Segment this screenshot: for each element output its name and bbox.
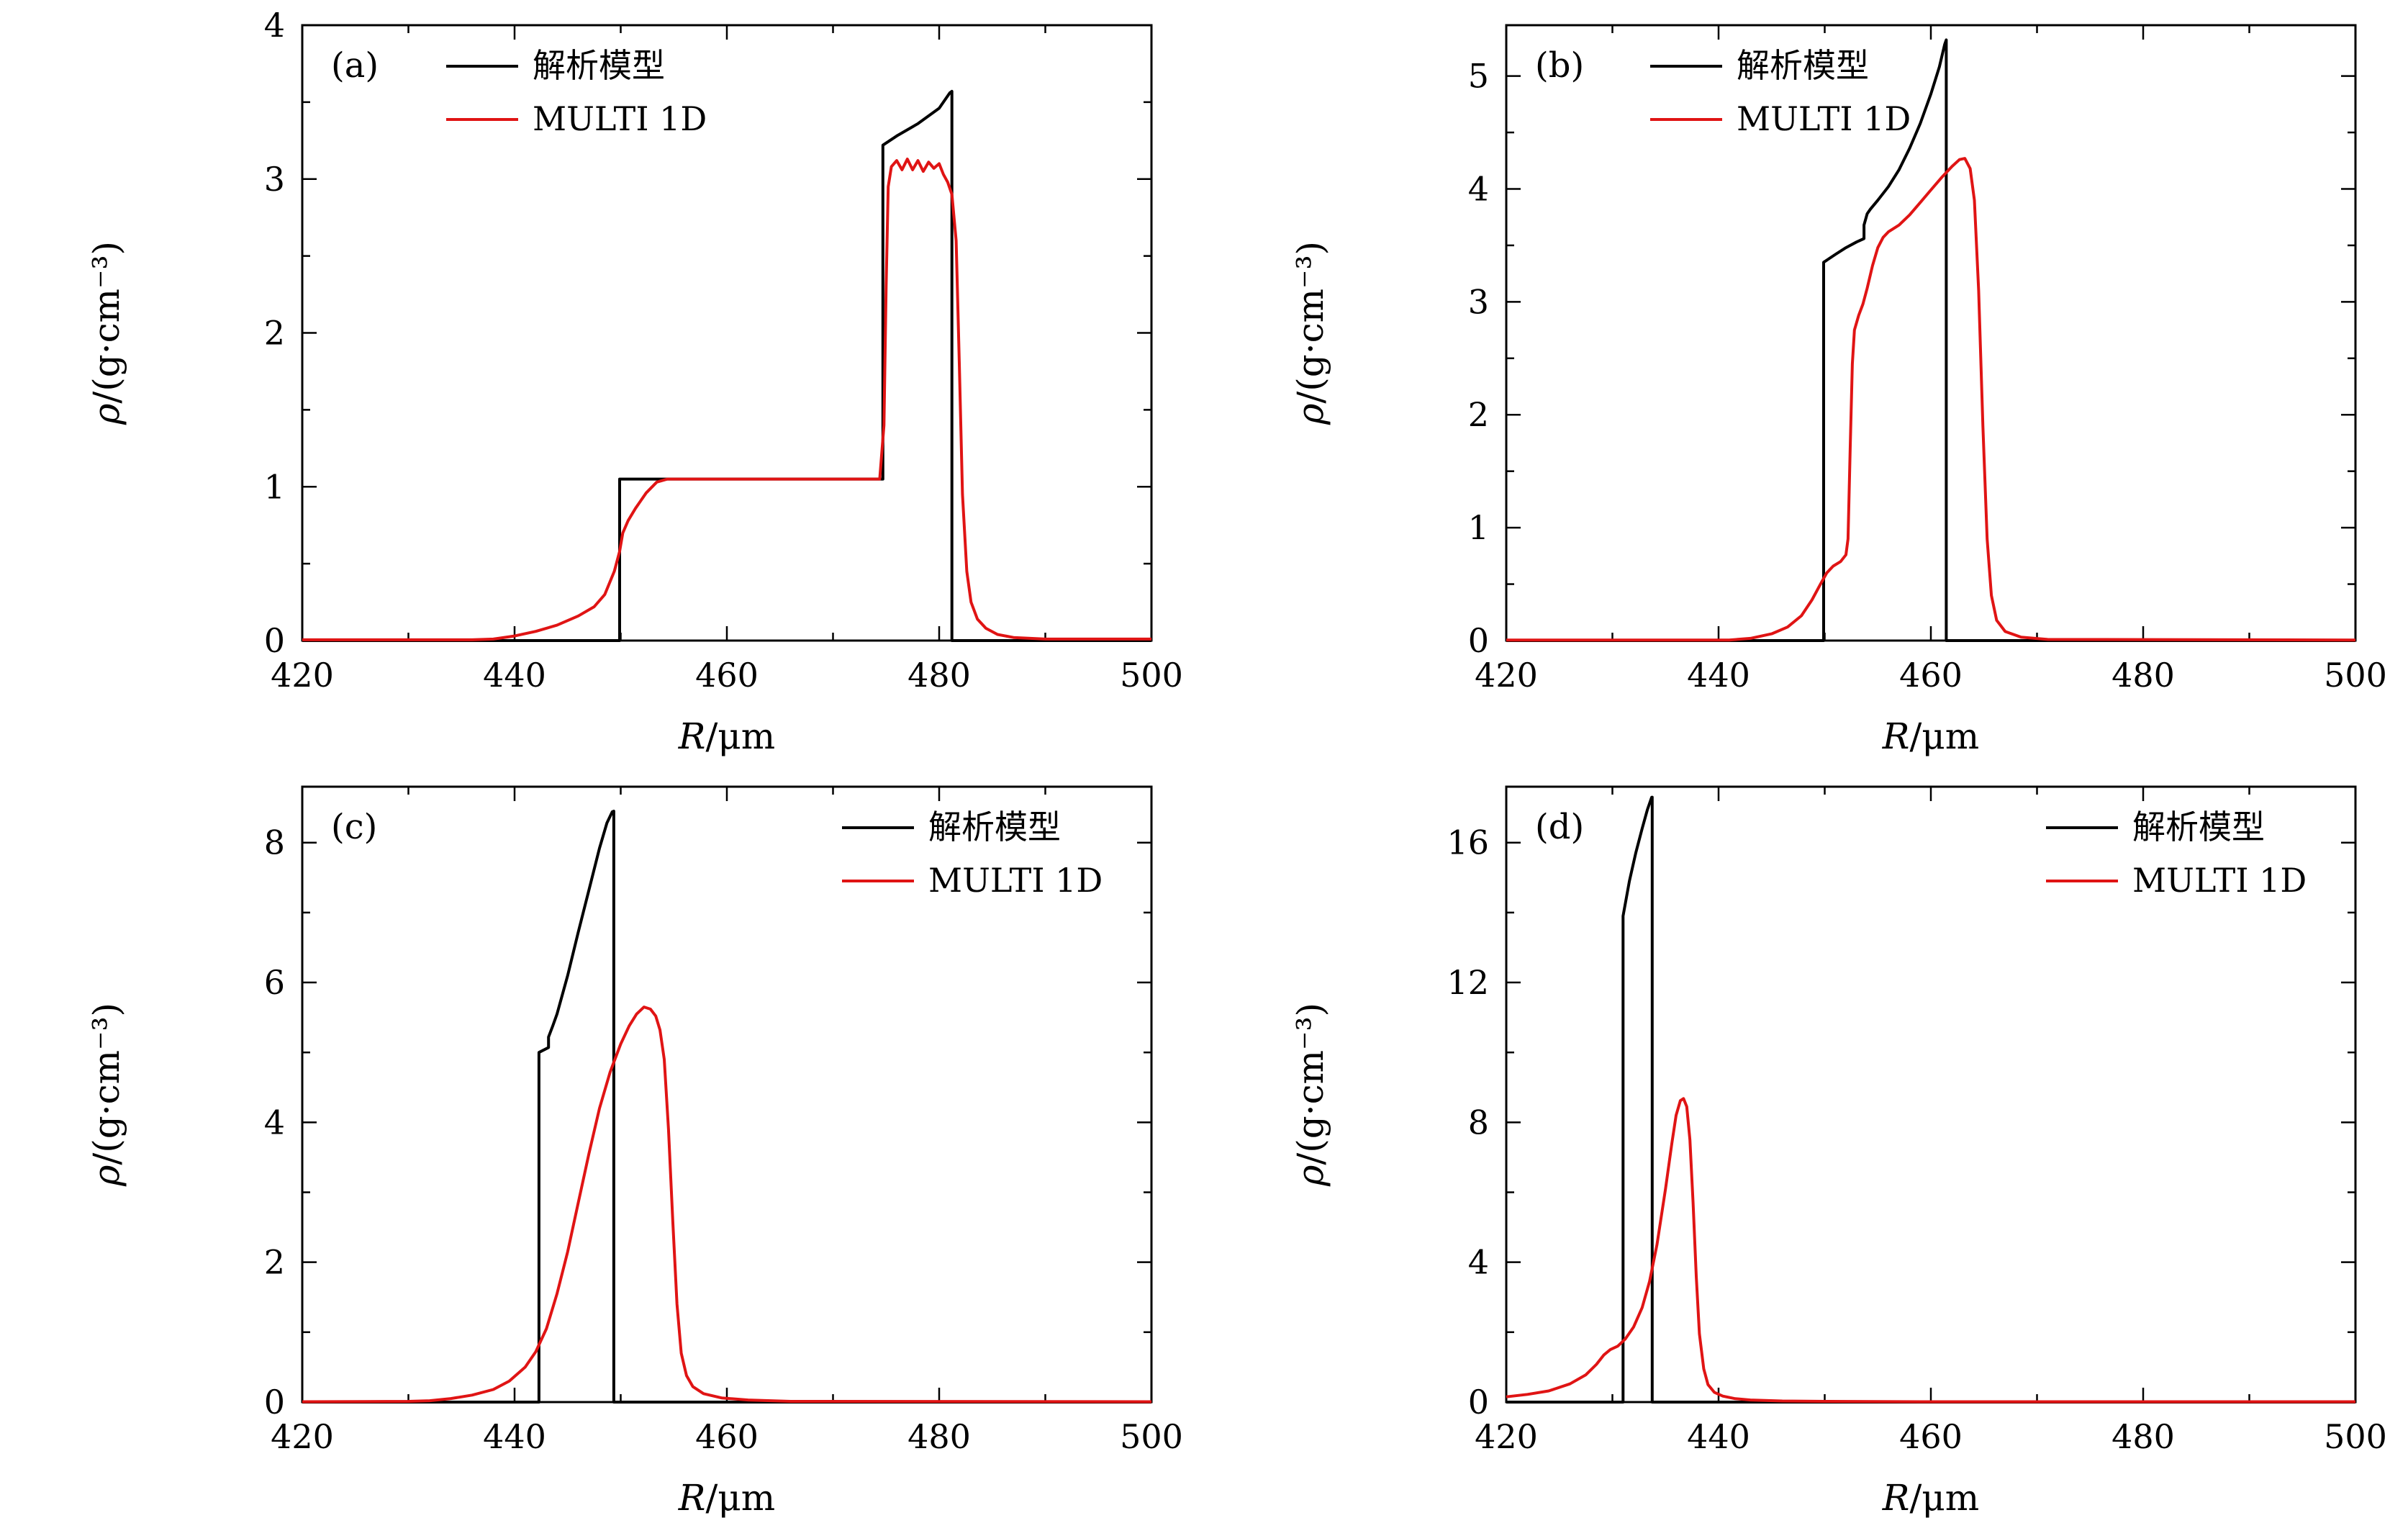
x-tick-label: 440 [483, 656, 546, 695]
x-tick-label: 420 [1475, 1417, 1538, 1456]
legend-label-multi-1d: MULTI 1D [928, 861, 1103, 900]
y-tick-label: 0 [264, 621, 285, 660]
y-axis-label: ρ/(g·cm⁻³) [1290, 1003, 1331, 1187]
x-tick-label: 440 [1687, 656, 1750, 695]
curve-analytic-model [302, 810, 1151, 1404]
y-axis-label: ρ/(g·cm⁻³) [86, 241, 127, 425]
x-axis-label: R/μm [678, 715, 775, 757]
panel-a-chart: 420 440 460 480 500 0 1 2 3 4 R/μm ρ/(g·cm⁻³) (a) 解析模… [0, 0, 1204, 762]
y-tick-label: 1 [264, 467, 285, 506]
y-tick-label: 3 [1468, 282, 1489, 321]
panel-label: (a) [331, 45, 379, 86]
x-axis-label: R/μm [1882, 1477, 1979, 1519]
panel-label: (c) [331, 807, 377, 847]
y-tick-label: 0 [264, 1383, 285, 1422]
panel-b: 420 440 460 480 500 0 1 2 3 4 5 R/μm ρ/(g·cm⁻³) (b) 解析… [1204, 0, 2408, 762]
curve-multi-1d [1506, 1097, 2355, 1404]
curve-multi-1d [302, 1005, 1152, 1404]
y-tick-label: 8 [1468, 1103, 1489, 1142]
y-tick-label: 4 [1468, 1243, 1489, 1282]
axis-frame [301, 24, 1153, 642]
panel-c: 420 440 460 480 500 0 2 4 6 8 R/μm ρ/(g·cm⁻³) (c) 解析模… [0, 762, 1204, 1523]
y-tick-label: 3 [264, 160, 285, 199]
x-tick-label: 500 [2324, 1417, 2387, 1456]
y-tick-label: 2 [264, 1243, 285, 1282]
x-tick-label: 440 [483, 1417, 546, 1456]
x-tick-label: 480 [907, 656, 971, 695]
x-axis-label: R/μm [678, 1477, 775, 1519]
x-tick-label: 500 [1120, 1417, 1183, 1456]
y-tick-label: 12 [1447, 963, 1489, 1002]
curve-multi-1d [1506, 157, 2356, 642]
legend-label-multi-1d: MULTI 1D [1737, 99, 1911, 138]
y-tick-label: 4 [264, 6, 285, 45]
y-tick-label: 2 [1468, 395, 1489, 434]
x-tick-label: 480 [2111, 1417, 2175, 1456]
y-tick-label: 6 [264, 963, 285, 1002]
x-tick-label: 480 [2111, 656, 2175, 695]
legend-label-multi-1d: MULTI 1D [2132, 861, 2307, 900]
x-tick-label: 500 [1120, 656, 1183, 695]
panel-d: 420 440 460 480 500 0 4 8 12 16 R/μm ρ/(g·cm⁻³) (d) 解… [1204, 762, 2408, 1523]
y-tick-label: 0 [1468, 621, 1489, 660]
y-tick-label: 2 [264, 314, 285, 353]
curve-analytic-model [1506, 38, 2355, 642]
y-tick-label: 0 [1468, 1383, 1489, 1422]
x-tick-label: 460 [695, 656, 759, 695]
legend-label-analytic: 解析模型 [928, 808, 1061, 846]
y-tick-label: 5 [1468, 57, 1489, 96]
legend-label-multi-1d: MULTI 1D [533, 99, 707, 138]
y-axis-label: ρ/(g·cm⁻³) [1290, 241, 1331, 425]
y-axis-label: ρ/(g·cm⁻³) [86, 1003, 127, 1187]
x-tick-label: 460 [1899, 656, 1963, 695]
axis-frame [1505, 24, 2357, 642]
x-tick-label: 480 [907, 1417, 971, 1456]
panel-label: (d) [1535, 807, 1584, 847]
panel-c-chart: 420 440 460 480 500 0 2 4 6 8 R/μm ρ/(g·cm⁻³) (c) 解析模… [0, 762, 1204, 1523]
x-tick-label: 440 [1687, 1417, 1750, 1456]
panel-a: 420 440 460 480 500 0 1 2 3 4 R/μm ρ/(g·cm⁻³) (a) 解析模… [0, 0, 1204, 762]
x-tick-label: 500 [2324, 656, 2387, 695]
x-tick-label: 460 [695, 1417, 759, 1456]
curve-multi-1d [302, 158, 1151, 641]
x-tick-label: 460 [1899, 1417, 1963, 1456]
curve-analytic-model [302, 89, 1151, 642]
panel-label: (b) [1535, 45, 1584, 86]
y-tick-label: 1 [1468, 508, 1489, 547]
y-tick-label: 4 [264, 1103, 285, 1142]
y-tick-label: 8 [264, 823, 285, 862]
x-tick-label: 420 [271, 656, 334, 695]
y-tick-label: 4 [1468, 169, 1489, 208]
legend-label-analytic: 解析模型 [533, 46, 665, 85]
curve-analytic-model [1506, 795, 2355, 1404]
x-tick-label: 420 [271, 1417, 334, 1456]
panel-d-chart: 420 440 460 480 500 0 4 8 12 16 R/μm ρ/(g·cm⁻³) (d) 解… [1204, 762, 2408, 1523]
legend-label-analytic: 解析模型 [1737, 46, 1869, 85]
panel-b-chart: 420 440 460 480 500 0 1 2 3 4 5 R/μm ρ/(g·cm⁻³) (b) 解析… [1204, 0, 2408, 762]
x-tick-label: 420 [1475, 656, 1538, 695]
y-tick-label: 16 [1447, 823, 1489, 862]
legend-label-analytic: 解析模型 [2132, 808, 2265, 846]
x-axis-label: R/μm [1882, 715, 1979, 757]
